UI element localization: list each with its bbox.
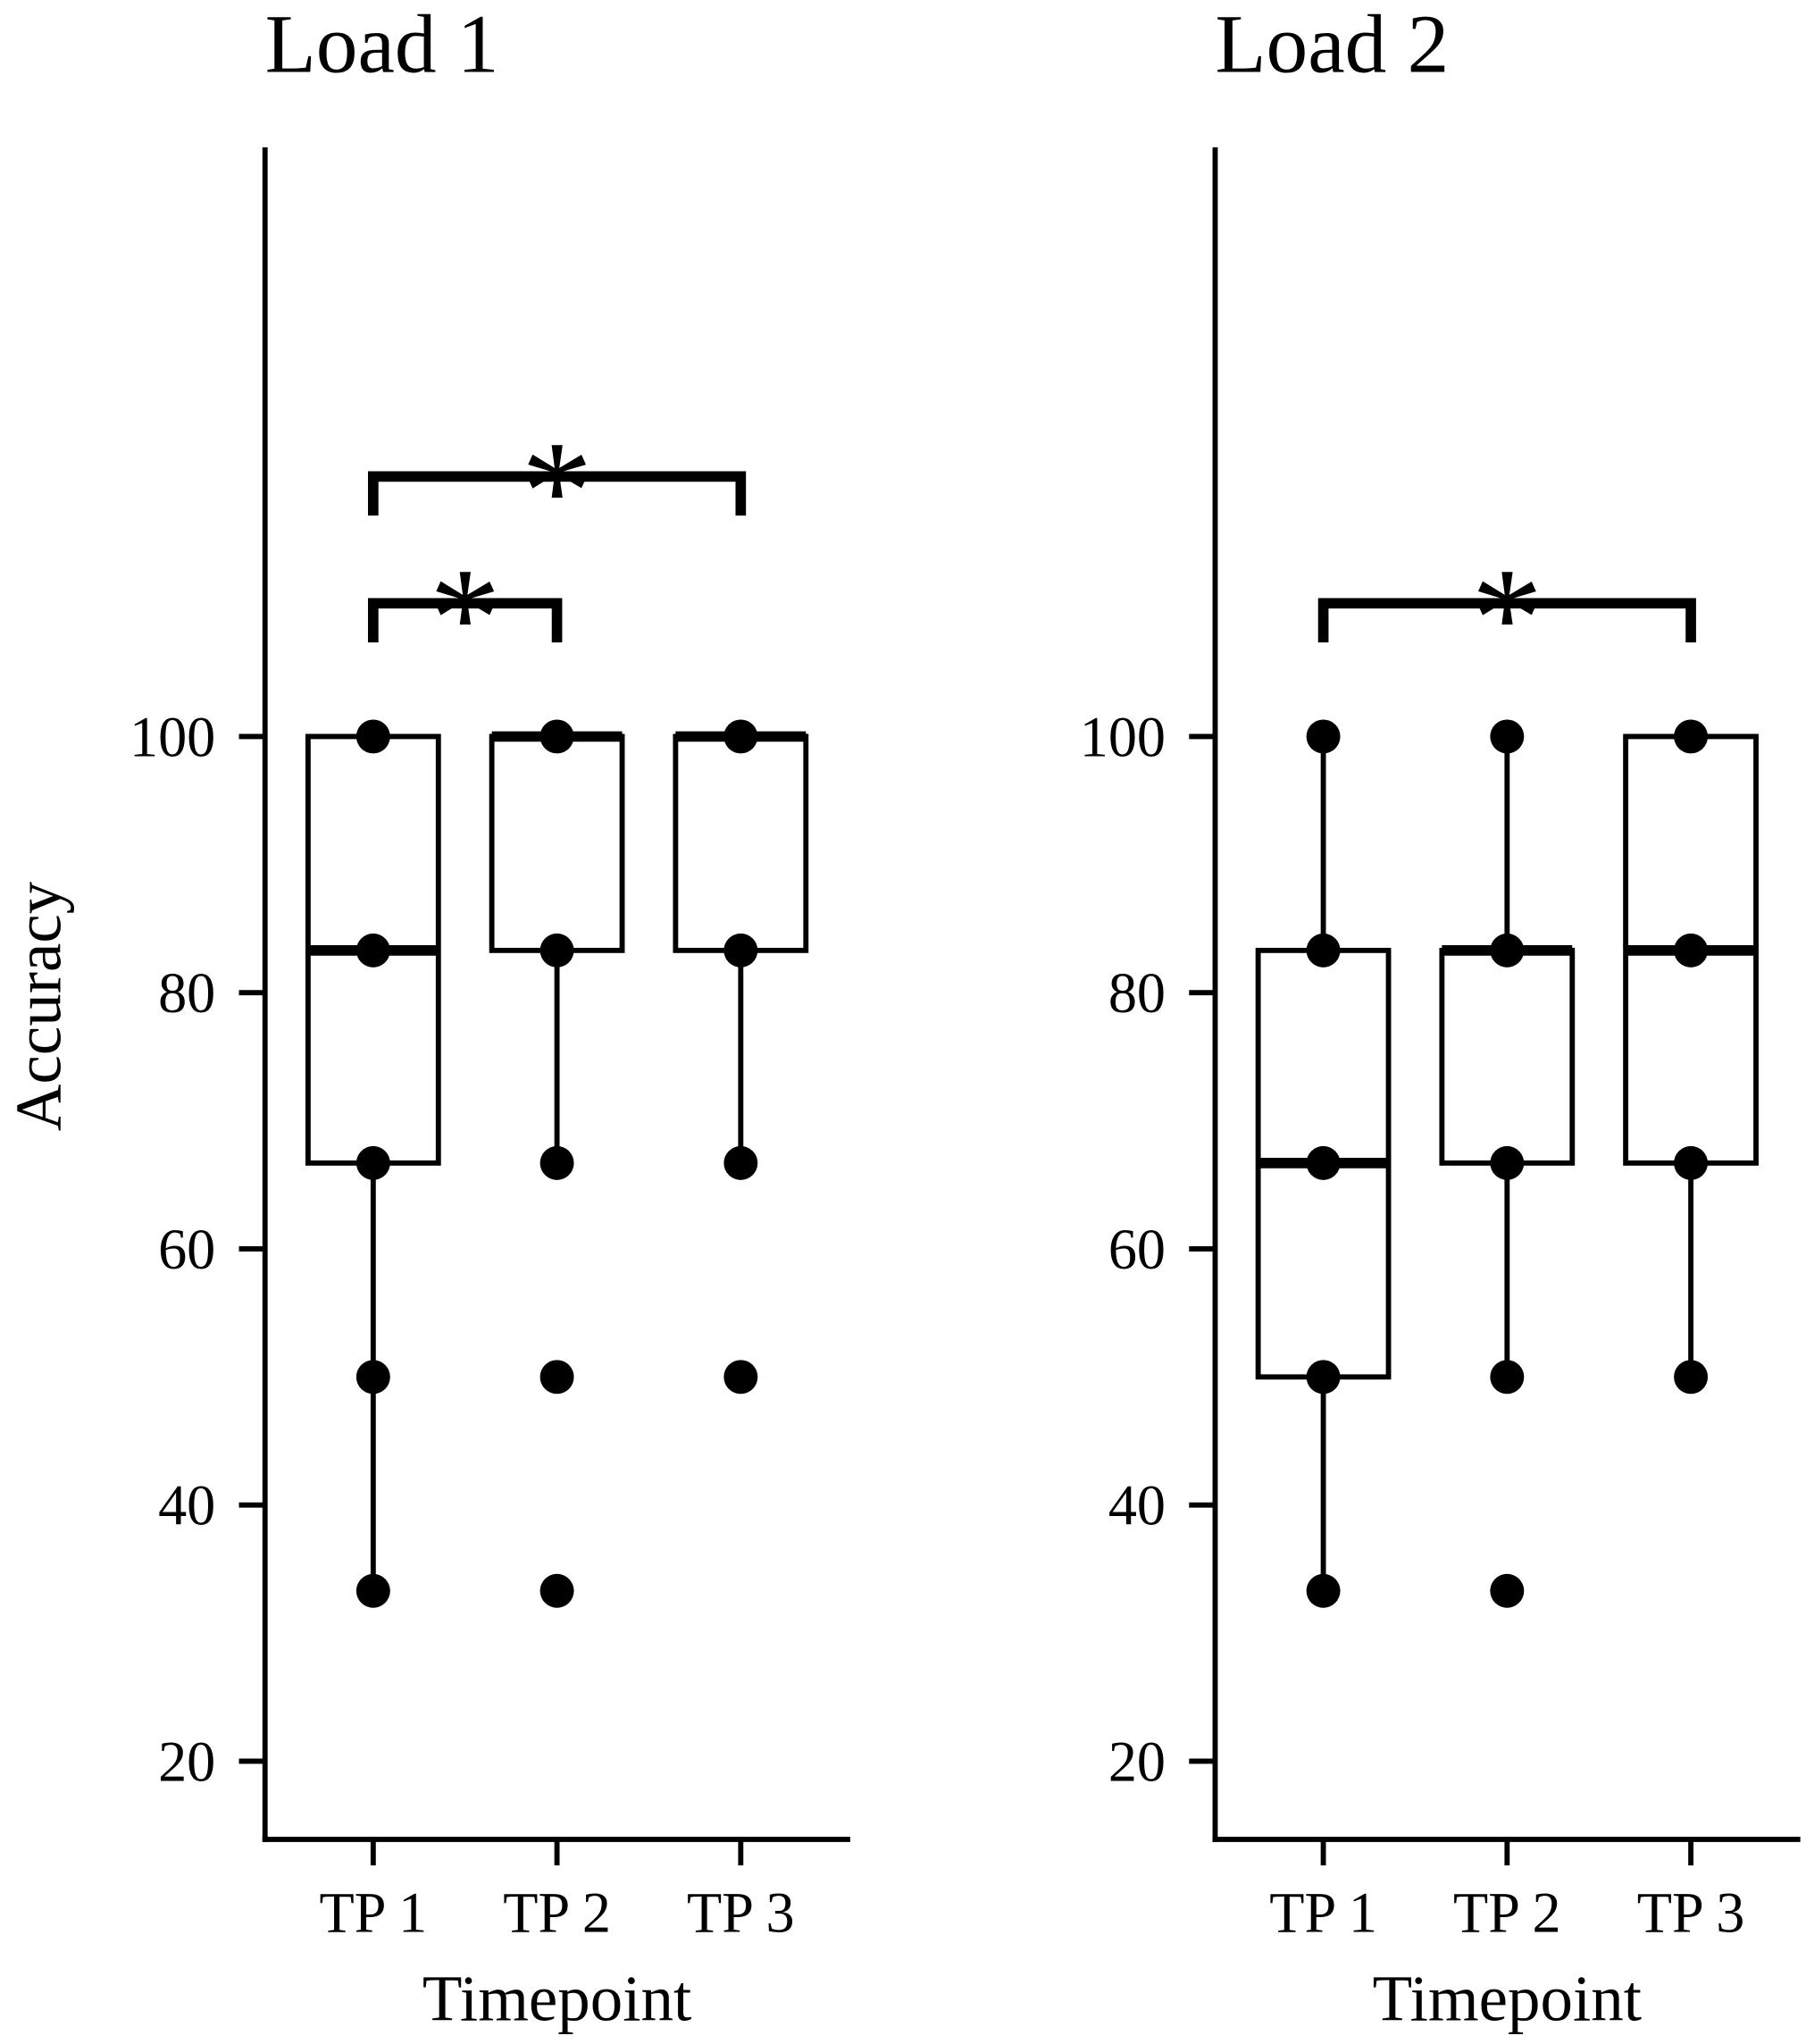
data-point: [1306, 933, 1341, 968]
x-tick-label: TP 1: [320, 1881, 428, 1945]
data-point: [1674, 719, 1709, 754]
x-tick-label: TP 2: [1453, 1881, 1561, 1945]
significance-bracket: [1317, 598, 1696, 643]
significance-bracket: [368, 471, 747, 516]
data-point: [539, 933, 574, 968]
x-tick-label: TP 3: [687, 1881, 795, 1945]
data-point: [355, 933, 390, 968]
data-point: [1674, 1360, 1709, 1395]
data-point: [1306, 1360, 1341, 1395]
data-point: [1490, 1360, 1525, 1395]
data-point: [355, 719, 390, 754]
data-point: [723, 1360, 758, 1395]
box: [489, 733, 625, 953]
data-point: [1306, 1573, 1341, 1608]
y-tick-label: 20: [158, 1730, 215, 1793]
box: [1439, 947, 1576, 1166]
x-tick-label: TP 1: [1269, 1881, 1377, 1945]
y-tick-label: 100: [130, 705, 215, 768]
y-tick-label: 60: [158, 1218, 215, 1281]
data-point: [539, 1573, 574, 1608]
panel-title: Load 1: [265, 0, 499, 90]
significance-label: *: [1471, 538, 1543, 697]
data-point: [723, 933, 758, 968]
y-tick-label: 80: [158, 961, 215, 1025]
data-point: [1490, 719, 1525, 754]
data-point: [539, 1360, 574, 1395]
x-tick-label: TP 2: [503, 1881, 611, 1945]
x-axis-label: Timepoint: [1373, 1963, 1642, 2035]
data-point: [355, 1360, 390, 1395]
data-point: [723, 719, 758, 754]
data-point: [539, 719, 574, 754]
data-point: [355, 1573, 390, 1608]
data-point: [723, 1145, 758, 1180]
y-tick-label: 60: [1108, 1218, 1166, 1281]
panel-title: Load 2: [1215, 0, 1449, 90]
y-tick-label: 40: [158, 1474, 215, 1537]
significance-bracket: [368, 598, 563, 643]
data-point: [1306, 719, 1341, 754]
data-point: [1490, 933, 1525, 968]
y-tick-label: 100: [1080, 705, 1166, 768]
significance-label: *: [521, 411, 592, 570]
data-point: [355, 1145, 390, 1180]
x-axis-label: Timepoint: [422, 1963, 691, 2035]
data-point: [1674, 1145, 1709, 1180]
y-axis-label: Accuracy: [3, 881, 75, 1131]
y-tick-label: 20: [1108, 1730, 1166, 1793]
x-tick-label: TP 3: [1637, 1881, 1745, 1945]
data-point: [539, 1145, 574, 1180]
y-tick-label: 80: [1108, 961, 1166, 1025]
significance-label: *: [430, 538, 501, 697]
data-point: [1674, 933, 1709, 968]
box: [673, 733, 809, 953]
data-point: [1306, 1145, 1341, 1180]
data-point: [1490, 1145, 1525, 1180]
data-point: [1490, 1573, 1525, 1608]
y-tick-label: 40: [1108, 1474, 1166, 1537]
